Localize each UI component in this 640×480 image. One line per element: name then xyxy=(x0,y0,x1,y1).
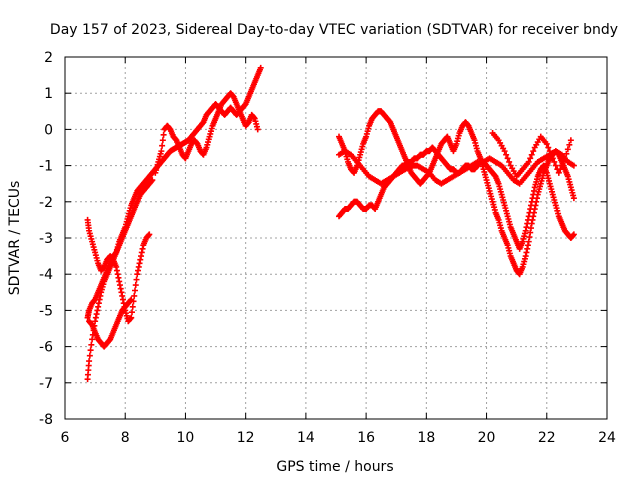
data-point xyxy=(132,287,139,294)
data-point xyxy=(528,151,535,158)
data-point xyxy=(254,126,261,133)
data-point xyxy=(257,64,264,71)
x-tick-label: 22 xyxy=(538,430,556,446)
data-point xyxy=(503,151,510,158)
data-point xyxy=(504,155,511,162)
data-point xyxy=(128,309,135,316)
data-point xyxy=(558,162,565,169)
y-tick-label: -2 xyxy=(39,195,53,211)
data-point xyxy=(560,158,567,165)
y-tick-label: -8 xyxy=(39,412,53,428)
series-track-h xyxy=(336,148,577,187)
series-track-e xyxy=(152,90,261,176)
data-point xyxy=(88,341,95,348)
data-point xyxy=(159,137,166,144)
data-point xyxy=(564,146,571,153)
y-tick-label: 1 xyxy=(44,86,53,102)
data-point xyxy=(501,148,508,155)
x-tick-label: 20 xyxy=(478,430,496,446)
data-point xyxy=(552,162,559,169)
data-point xyxy=(131,292,138,299)
x-tick-label: 16 xyxy=(357,430,375,446)
data-point xyxy=(128,296,135,303)
data-point xyxy=(555,169,562,176)
series-track-b xyxy=(84,177,156,321)
data-point xyxy=(548,151,555,158)
y-tick-label: -4 xyxy=(39,267,53,283)
y-axis-label: SDTVAR / TECUs xyxy=(7,181,23,296)
data-point xyxy=(527,155,534,162)
x-tick-label: 18 xyxy=(417,430,435,446)
data-point xyxy=(146,231,153,238)
data-points xyxy=(84,64,577,383)
data-point xyxy=(567,137,574,144)
data-point xyxy=(530,148,537,155)
data-point xyxy=(86,358,93,365)
y-tick-label: 2 xyxy=(44,50,53,66)
data-point xyxy=(545,144,552,151)
x-tick-label: 6 xyxy=(61,430,70,446)
data-point xyxy=(566,141,573,148)
series-track-i xyxy=(489,130,574,180)
data-point xyxy=(561,155,568,162)
y-tick-label: -6 xyxy=(39,340,53,356)
data-point xyxy=(546,148,553,155)
series-track-d xyxy=(86,296,135,350)
data-point xyxy=(551,158,558,165)
data-point xyxy=(129,303,136,310)
data-point xyxy=(86,352,93,359)
data-point xyxy=(149,177,156,184)
y-tick-label: 0 xyxy=(44,122,53,138)
data-point xyxy=(133,276,140,283)
series-track-c xyxy=(84,216,153,325)
series-track-f xyxy=(336,108,577,278)
x-tick-label: 24 xyxy=(598,430,616,446)
x-tick-label: 14 xyxy=(297,430,315,446)
x-tick-label: 8 xyxy=(121,430,130,446)
data-point xyxy=(159,142,166,149)
x-tick-label: 12 xyxy=(237,430,255,446)
data-point xyxy=(570,231,577,238)
data-point xyxy=(570,162,577,169)
data-point xyxy=(506,158,513,165)
chart-title: Day 157 of 2023, Sidereal Day-to-day VTE… xyxy=(50,22,618,38)
y-tick-label: -3 xyxy=(39,231,53,247)
data-point xyxy=(570,195,577,202)
data-point xyxy=(158,148,165,155)
data-point xyxy=(549,155,556,162)
data-point xyxy=(128,314,135,321)
y-tick-label: -7 xyxy=(39,376,53,392)
data-point xyxy=(87,347,94,354)
y-tick-label: -1 xyxy=(39,159,53,175)
x-axis-label: GPS time / hours xyxy=(276,459,393,475)
data-point xyxy=(563,150,570,157)
x-tick-label: 10 xyxy=(177,430,195,446)
data-point xyxy=(160,131,167,138)
data-point xyxy=(543,140,550,147)
data-point xyxy=(525,158,532,165)
data-point xyxy=(132,282,139,289)
y-tick-label: -5 xyxy=(39,303,53,319)
data-point xyxy=(557,166,564,173)
